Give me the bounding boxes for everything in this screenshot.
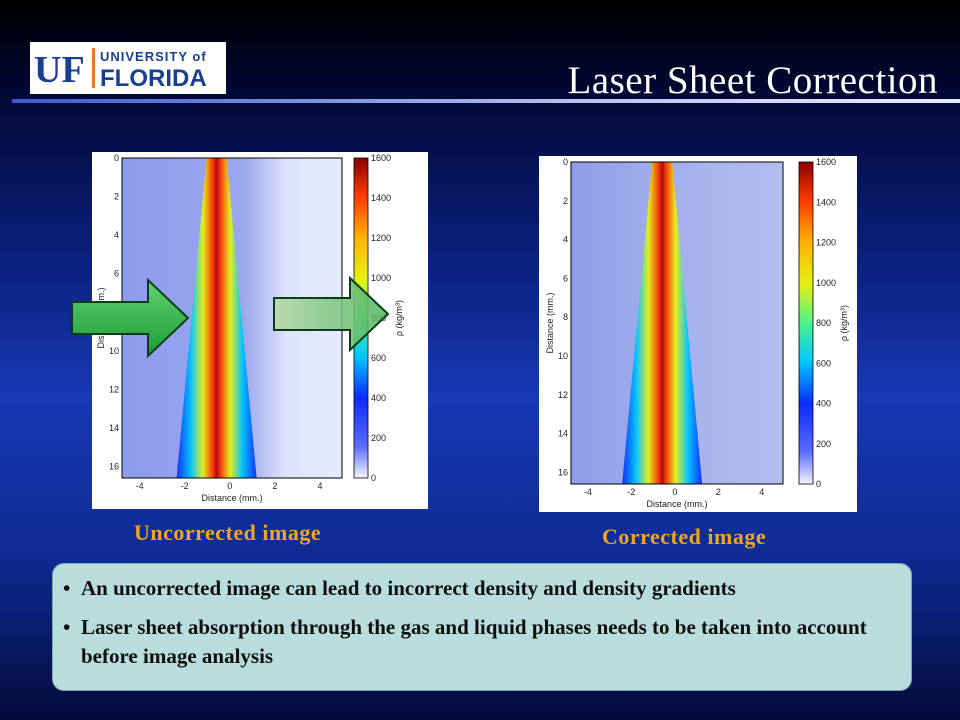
y-axis-label: Distance (mm.) [545, 292, 555, 353]
y-tick-label: 14 [558, 429, 568, 439]
colorbar-tick-label: 400 [371, 393, 386, 403]
colorbar-tick-label: 200 [816, 439, 831, 449]
logo-line2: FLORIDA [100, 65, 207, 92]
colorbar-tick-label: 1400 [816, 197, 836, 207]
colorbar-tick-label: 0 [371, 473, 376, 483]
y-tick-label: 4 [563, 235, 568, 245]
logo-mark: UF [34, 49, 85, 91]
x-axis-label: Distance (mm.) [201, 493, 262, 503]
x-tick-label: 0 [227, 481, 232, 491]
bullet-item: • An uncorrected image can lead to incorr… [63, 576, 736, 600]
y-tick-label: 12 [109, 384, 119, 394]
colorbar-tick-label: 1000 [816, 278, 836, 288]
colorbar-tick-label: 1400 [371, 193, 391, 203]
x-tick-label: 2 [716, 487, 721, 497]
colorbar-tick-label: 1600 [371, 153, 391, 163]
colorbar-tick-label: 800 [816, 318, 831, 328]
y-tick-label: 16 [109, 461, 119, 471]
y-tick-label: 2 [563, 196, 568, 206]
colorbar-tick-label: 600 [371, 353, 386, 363]
spray-jet [622, 162, 703, 484]
university-of-florida-logo: UF UNIVERSITY of FLORIDA [30, 42, 226, 94]
y-tick-label: 0 [563, 157, 568, 167]
colorbar-tick-label: 1200 [371, 233, 391, 243]
bullet-item: • Laser sheet absorption through the gas … [63, 615, 867, 668]
y-tick-label: 8 [563, 312, 568, 322]
x-tick-label: 2 [272, 481, 277, 491]
right-arrow-icon [71, 278, 190, 358]
logo-line1: UNIVERSITY of [100, 49, 207, 64]
x-tick-label: -4 [136, 481, 144, 491]
corrected-density-image: -4 -2 0 2 4 0 2 4 6 8 10 12 14 16 Distance (mm.) Distan… [539, 156, 857, 512]
title-divider [12, 99, 960, 103]
bullet-panel: • An uncorrected image can lead to incorr… [52, 563, 912, 691]
slide-title: Laser Sheet Correction [567, 59, 938, 102]
y-tick-label: 6 [563, 273, 568, 283]
spray-jet [176, 158, 257, 478]
y-tick-label: 0 [114, 153, 119, 163]
y-tick-label: 2 [114, 192, 119, 202]
x-tick-label: -2 [627, 487, 635, 497]
y-tick-label: 14 [109, 423, 119, 433]
colorbar-label: ρ (kg/m³) [394, 300, 404, 336]
colorbar-tick-label: 0 [816, 479, 821, 489]
colorbar-tick-label: 1600 [816, 157, 836, 167]
x-axis-label: Distance (mm.) [646, 499, 707, 509]
colorbar-tick-label: 600 [816, 358, 831, 368]
y-tick-label: 10 [558, 351, 568, 361]
x-tick-label: -4 [584, 487, 592, 497]
corrected-density-plot: -4 -2 0 2 4 0 2 4 6 8 10 12 14 16 Distance (mm.) Distan… [545, 157, 849, 509]
x-tick-label: 4 [759, 487, 764, 497]
y-tick-label: 12 [558, 390, 568, 400]
colorbar-tick-label: 1200 [816, 238, 836, 248]
x-tick-label: 4 [317, 481, 322, 491]
colorbar-tick-label: 400 [816, 399, 831, 409]
y-tick-label: 10 [109, 346, 119, 356]
x-tick-label: -2 [181, 481, 189, 491]
colorbar-tick-label: 1000 [371, 273, 391, 283]
y-tick-label: 6 [114, 269, 119, 279]
colorbar-label: ρ (kg/m³) [839, 305, 849, 341]
colorbar [798, 161, 814, 485]
y-tick-label: 16 [558, 467, 568, 477]
y-tick-label: 4 [114, 230, 119, 240]
right-arrow-icon [273, 276, 390, 352]
uncorrected-caption: Uncorrected image [134, 520, 322, 545]
corrected-caption: Corrected image [602, 524, 767, 549]
colorbar-tick-label: 200 [371, 433, 386, 443]
x-tick-label: 0 [672, 487, 677, 497]
